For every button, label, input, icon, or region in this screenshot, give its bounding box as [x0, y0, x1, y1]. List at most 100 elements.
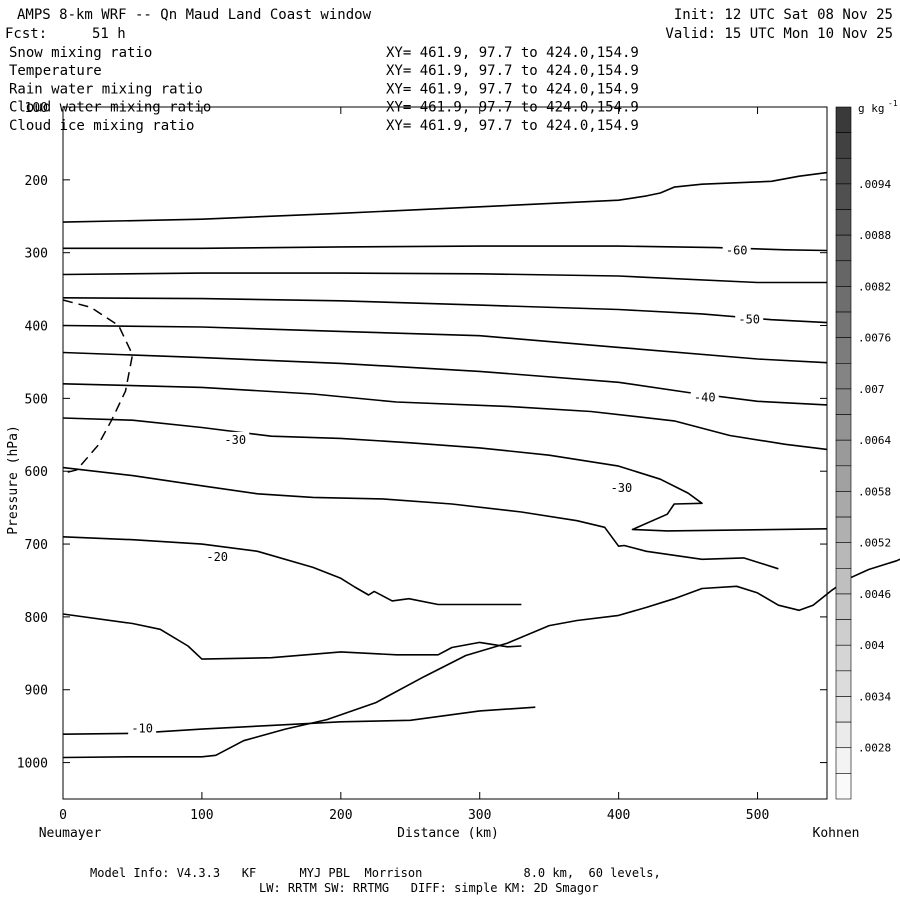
y-tick-label: 100	[25, 101, 48, 116]
colorbar-bin	[835, 132, 852, 159]
colorbar-bin	[835, 362, 852, 390]
x-tick-label: 500	[746, 808, 769, 823]
colorbar-label: .0034	[858, 690, 891, 703]
colorbar-bin	[835, 106, 852, 133]
colorbar-bin	[835, 260, 852, 287]
colorbar-bin	[835, 670, 852, 697]
y-tick-label: 800	[25, 611, 48, 626]
colorbar-bin	[835, 516, 852, 544]
temperature-contour-line	[62, 536, 522, 606]
colorbar-bin	[835, 311, 852, 338]
temperature-contour-line	[62, 297, 828, 324]
colorbar-bin	[835, 696, 852, 723]
x-tick-label: 100	[190, 808, 213, 823]
contour-label-bg	[722, 242, 751, 258]
colorbar-bin	[835, 747, 852, 774]
field-xy-range: XY= 461.9, 97.7 to 424.0,154.9	[386, 118, 639, 134]
temperature-contour-line	[62, 351, 828, 406]
colorbar-bin	[835, 593, 852, 620]
contour-label-bg	[607, 479, 636, 495]
colorbar-bin	[835, 286, 852, 313]
chart-title: AMPS 8-km WRF -- Qn Maud Land Coast wind…	[17, 7, 372, 23]
field-xy-range: XY= 461.9, 97.7 to 424.0,154.9	[386, 81, 639, 97]
temperature-contour-line	[62, 613, 522, 660]
colorbar-bin	[835, 209, 852, 236]
temperature-contour-line	[63, 245, 828, 252]
colorbar-bin	[835, 157, 852, 185]
temperature-contour-line	[62, 272, 827, 284]
x-tick-label: 400	[607, 808, 630, 823]
temperature-contour-line	[62, 558, 900, 759]
field-name: Cloud water mixing ratio	[9, 100, 211, 116]
y-tick-label: 1000	[17, 757, 48, 772]
temperature-contour-line	[62, 383, 828, 451]
colorbar-label: .0094	[858, 178, 891, 191]
model-info-line2: LW: RRTM SW: RRTMG DIFF: simple KM: 2D S…	[259, 881, 599, 895]
plot-frame	[62, 106, 828, 800]
temperature-contour-line	[62, 324, 828, 364]
field-name: Cloud ice mixing ratio	[9, 118, 194, 134]
y-tick-label: 600	[25, 465, 48, 480]
colorbar-bin	[835, 721, 852, 749]
colorbar-bin	[835, 568, 852, 595]
x-left-station: Neumayer	[39, 826, 102, 841]
contour-label: -20	[206, 550, 228, 564]
colorbar-units: g kg -1	[858, 99, 898, 115]
contour-label-bg	[690, 389, 719, 405]
x-tick-label: 300	[468, 808, 491, 823]
y-tick-label: 500	[25, 392, 48, 407]
x-axis: 0 100 200 300 400 500	[59, 107, 769, 823]
colorbar-bin	[835, 439, 852, 467]
model-info-line1: Model Info: V4.3.3 KF MYJ PBL Morrison 8…	[90, 866, 661, 880]
field-xy-range: XY= 461.9, 97.7 to 424.0,154.9	[386, 63, 639, 79]
colorbar-label: .0076	[858, 332, 891, 345]
contour-label-bg	[203, 549, 232, 565]
colorbar-units-text: g kg	[858, 102, 885, 115]
y-tick-label: 300	[25, 247, 48, 262]
colorbar-bin	[835, 414, 852, 441]
x-axis-label: Distance (km)	[397, 826, 499, 841]
contour-label-bg	[128, 720, 157, 736]
x-tick-label: 0	[59, 808, 67, 823]
colorbar-label: .004	[858, 639, 885, 652]
field-xy-range: XY= 461.9, 97.7 to 424.0,154.9	[386, 100, 639, 116]
colorbar-bin	[835, 234, 852, 262]
contour-label: -40	[694, 391, 716, 405]
fields-legend: Snow mixing ratio XY= 461.9, 97.7 to 424.…	[9, 45, 639, 134]
forecast-label: Fcst:	[5, 26, 47, 42]
colorbar-bin	[835, 465, 852, 492]
y-axis: 100 200 300 400 500 600 700 800 900 1000	[17, 101, 827, 772]
colorbar-label: .0058	[858, 485, 891, 498]
cloud-ice-dashed-contour	[62, 299, 134, 475]
colorbar-label: .007	[858, 383, 885, 396]
contour-label: -30	[224, 433, 246, 447]
y-tick-label: 400	[25, 320, 48, 335]
colorbar-units-exponent: -1	[888, 99, 898, 108]
contour-label: -10	[131, 721, 153, 735]
colorbar-bin	[835, 619, 852, 646]
colorbar-bin	[835, 542, 852, 569]
colorbar-bin	[835, 491, 852, 518]
contour-label: -30	[611, 481, 633, 495]
temperature-contour-line	[62, 171, 828, 223]
contour-labels: -60 -50 -40 -30 -30 -20 -10	[128, 242, 764, 736]
colorbar-bin	[835, 337, 852, 364]
colorbar-bin	[835, 388, 852, 415]
field-name: Temperature	[9, 63, 102, 79]
colorbar-label: .0028	[858, 742, 891, 755]
colorbar: .0094 .0088 .0082 .0076 .007 .0064 .0058 .0052.…	[835, 106, 891, 800]
field-name: Rain water mixing ratio	[9, 81, 203, 97]
x-right-station: Kohnen	[813, 826, 860, 841]
init-time: Init: 12 UTC Sat 08 Nov 25	[674, 7, 893, 23]
temperature-contour-line	[62, 466, 779, 570]
colorbar-label: .0064	[858, 434, 891, 447]
field-xy-range: XY= 461.9, 97.7 to 424.0,154.9	[386, 45, 639, 61]
y-axis-label: Pressure (hPa)	[6, 425, 21, 535]
temperature-contour-line	[62, 417, 828, 532]
colorbar-label: .0088	[858, 229, 891, 242]
colorbar-bin	[835, 644, 852, 672]
contour-label-bg	[221, 431, 250, 447]
colorbar-bin	[835, 773, 852, 800]
contour-label: -60	[726, 243, 748, 257]
colorbar-label: .0082	[858, 280, 891, 293]
